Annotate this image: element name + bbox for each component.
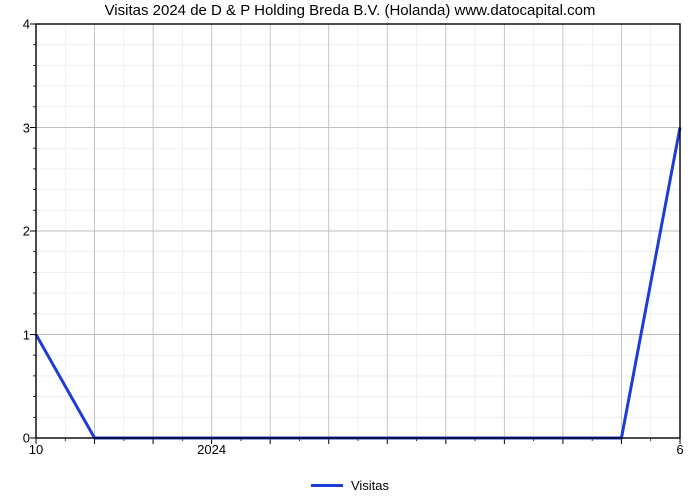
x-tick-label: 2024 bbox=[197, 442, 226, 457]
legend-swatch bbox=[311, 484, 343, 487]
y-tick-label: 2 bbox=[23, 224, 30, 239]
plot-area: 012341020246 bbox=[36, 24, 680, 438]
legend: Visitas bbox=[0, 478, 700, 493]
chart-title: Visitas 2024 de D & P Holding Breda B.V.… bbox=[0, 2, 700, 19]
chart-container: Visitas 2024 de D & P Holding Breda B.V.… bbox=[0, 0, 700, 500]
x-tick-label: 6 bbox=[676, 442, 683, 457]
legend-label: Visitas bbox=[351, 478, 389, 493]
x-tick-label: 10 bbox=[29, 442, 43, 457]
y-tick-label: 1 bbox=[23, 327, 30, 342]
y-tick-label: 3 bbox=[23, 120, 30, 135]
chart-svg bbox=[36, 24, 680, 438]
y-tick-label: 4 bbox=[23, 17, 30, 32]
